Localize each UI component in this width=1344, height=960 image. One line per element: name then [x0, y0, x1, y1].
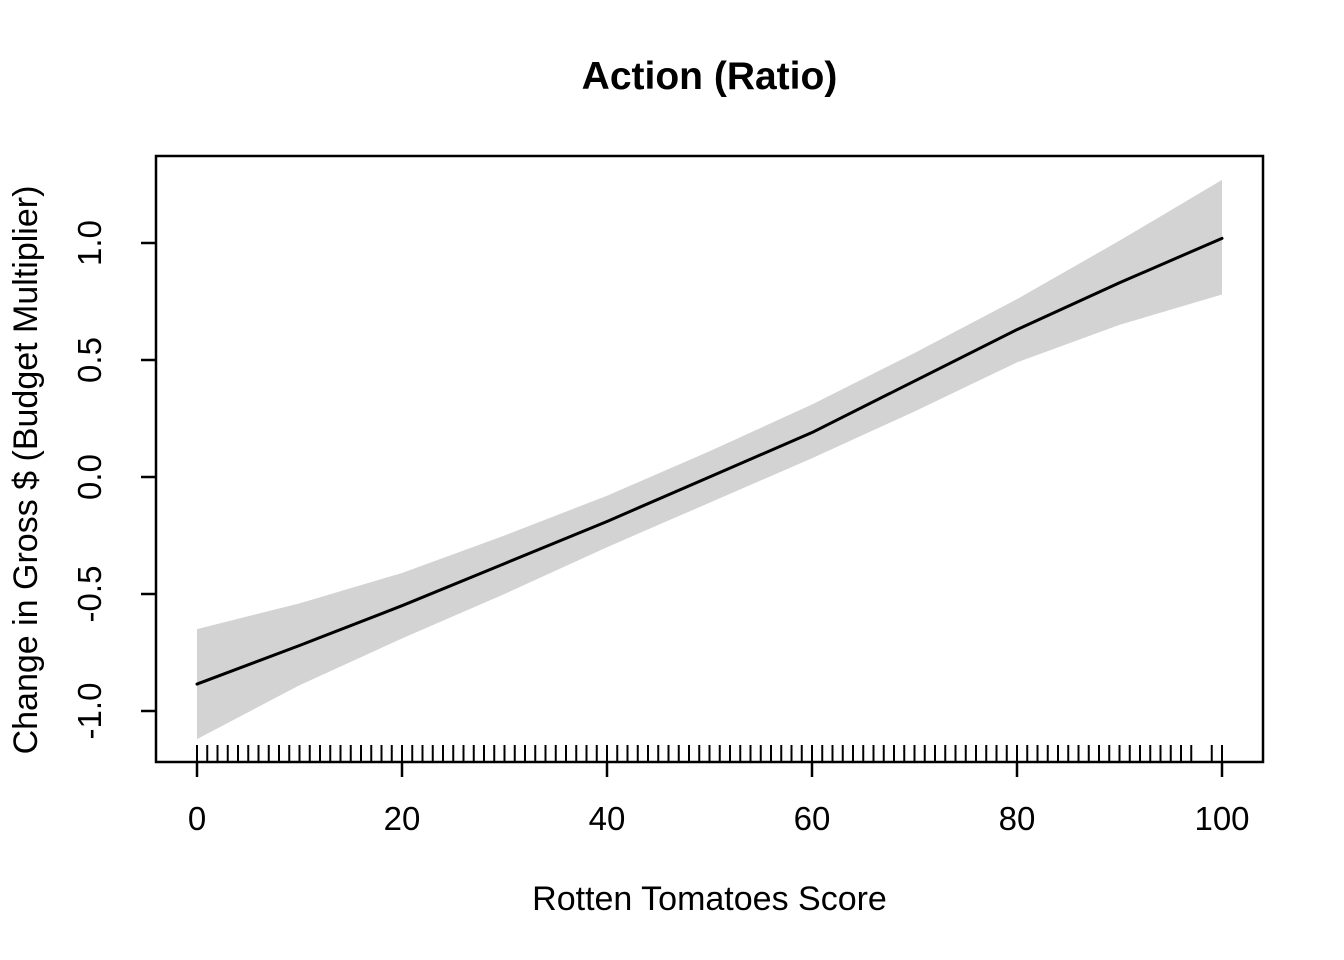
y-tick-label: 0.0: [71, 454, 108, 500]
x-tick-label: 100: [1194, 800, 1249, 837]
confidence-band: [197, 179, 1222, 740]
plot-box: [154, 154, 1265, 764]
x-tick-label: 20: [384, 800, 421, 837]
chart-title: Action (Ratio): [581, 55, 838, 98]
x-tick-label: 60: [794, 800, 831, 837]
x-tick-label: 40: [589, 800, 626, 837]
x-axis-title: Rotten Tomatoes Score: [532, 880, 887, 918]
fit-line: [195, 236, 1224, 686]
x-tick-label: 0: [188, 800, 206, 837]
x-tick-label: 80: [999, 800, 1036, 837]
y-axis-title: Change in Gross $ (Budget Multiplier): [7, 185, 45, 755]
y-tick-label: -0.5: [71, 566, 108, 623]
y-tick-label: 0.5: [71, 337, 108, 383]
y-tick-label: 1.0: [71, 220, 108, 266]
y-tick-label: -1.0: [71, 683, 108, 740]
